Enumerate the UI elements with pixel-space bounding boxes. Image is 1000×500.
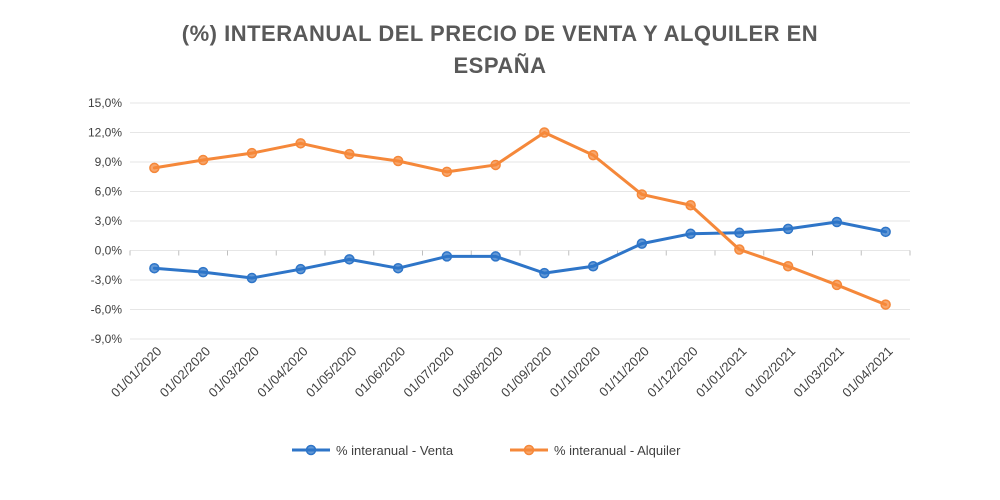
data-point (392, 155, 404, 167)
x-tick-label: 01/09/2020 (498, 344, 555, 401)
data-point (734, 244, 745, 255)
y-tick-label: 3,0% (95, 214, 123, 228)
data-point (539, 127, 550, 138)
x-tick-label: 01/10/2020 (547, 344, 604, 401)
data-point (441, 251, 453, 262)
y-tick-label: -9,0% (91, 332, 123, 346)
data-point (685, 228, 696, 240)
x-tick-label: 01/02/2020 (157, 344, 214, 401)
y-axis-ticks: 15,0% 12,0% 9,0% 6,0% 3,0% 0,0% -3,0% -6,0% -9,0… (88, 96, 122, 346)
data-point (831, 279, 843, 291)
x-tick-label: 01/04/2020 (254, 344, 311, 401)
series-line-1 (152, 220, 888, 280)
x-tick-label: 01/05/2020 (303, 344, 360, 401)
x-tick-label: 01/12/2020 (644, 344, 701, 401)
data-point (587, 149, 599, 161)
data-point (392, 262, 404, 274)
data-point (636, 238, 648, 249)
data-point (782, 260, 794, 272)
y-tick-label: -3,0% (91, 273, 123, 287)
x-tick-label: 01/08/2020 (449, 344, 506, 401)
y-tick-label: 0,0% (95, 244, 123, 258)
data-point (636, 189, 648, 200)
data-point (880, 299, 891, 310)
y-tick-label: 15,0% (88, 96, 122, 110)
gridlines (129, 102, 911, 340)
y-tick-label: 12,0% (88, 126, 122, 140)
y-tick-label: 6,0% (95, 185, 123, 199)
data-point (441, 166, 453, 178)
x-tick-label: 01/04/2021 (839, 344, 896, 401)
x-tick-label: 01/03/2021 (790, 344, 847, 401)
x-tick-label: 01/01/2020 (108, 344, 165, 401)
data-point (344, 254, 355, 265)
x-tick-label: 01/07/2020 (400, 344, 457, 401)
series-line-2 (152, 131, 888, 307)
x-tick-label: 01/06/2020 (352, 344, 409, 401)
data-point (295, 138, 306, 149)
data-point (539, 267, 550, 279)
series (149, 127, 891, 310)
data-point (295, 263, 306, 275)
data-point (149, 162, 160, 174)
y-tick-label: -6,0% (91, 303, 123, 317)
legend-label: % interanual - Alquiler (554, 443, 681, 458)
data-point (149, 262, 160, 274)
x-tick-label: 01/03/2020 (205, 344, 262, 401)
data-point (587, 260, 599, 272)
data-point (246, 147, 258, 159)
data-point (344, 148, 355, 160)
data-point (782, 223, 794, 235)
data-point (880, 226, 891, 238)
legend: % interanual - Venta % interanual - Alqui… (292, 443, 681, 458)
data-point (685, 200, 696, 211)
data-point (734, 227, 745, 239)
legend-marker-icon (523, 444, 535, 456)
x-tick-label: 01/02/2021 (742, 344, 799, 401)
data-point (490, 159, 501, 171)
x-tick-label: 01/11/2020 (596, 344, 652, 400)
data-point (831, 216, 843, 228)
chart-title: (%) INTERANUAL DEL PRECIO DE VENTA Y ALQ… (181, 21, 819, 78)
y-tick-label: 9,0% (95, 155, 123, 169)
data-point (197, 154, 209, 166)
data-point (197, 266, 209, 278)
legend-label: % interanual - Venta (336, 443, 454, 458)
data-point (246, 272, 258, 284)
data-point (490, 251, 501, 262)
legend-marker-icon (305, 444, 317, 456)
x-tick-label: 01/01/2021 (693, 344, 750, 401)
x-axis-ticks: 01/01/202001/02/202001/03/202001/04/2020… (108, 344, 896, 401)
